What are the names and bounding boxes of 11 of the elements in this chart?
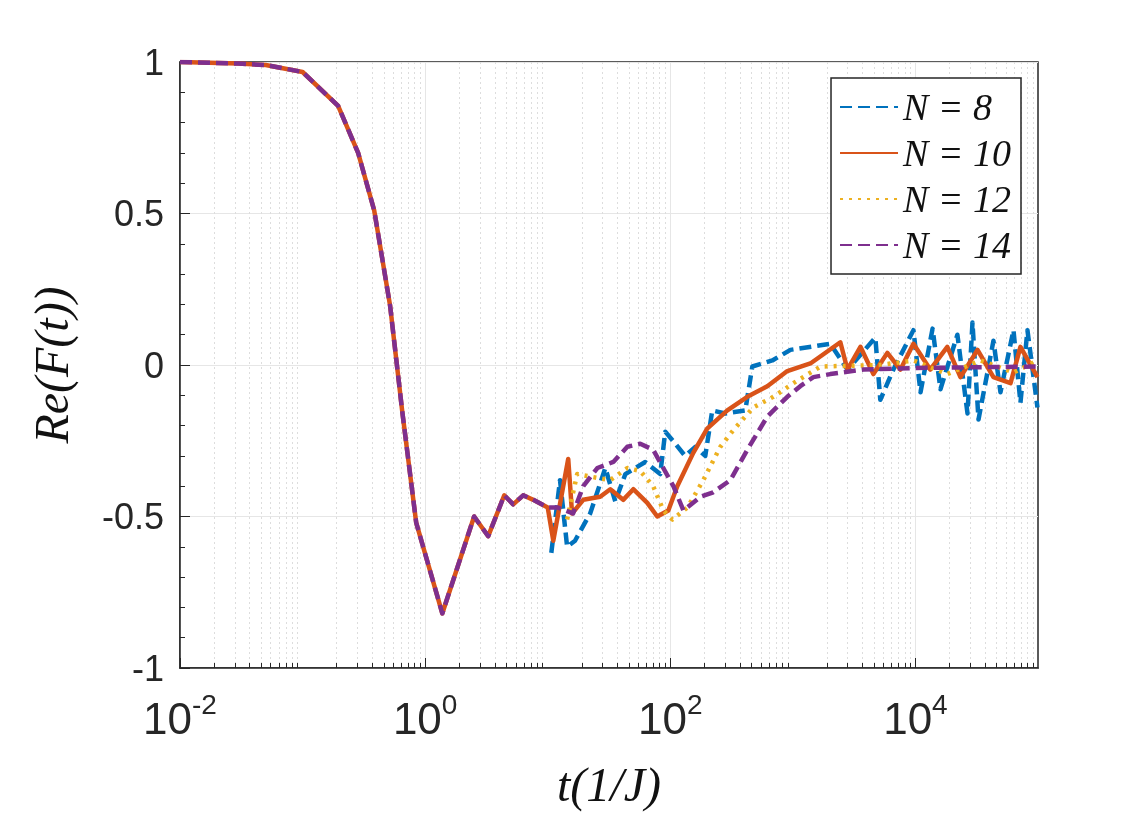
legend-label: N = 8 (902, 86, 993, 128)
legend-label: N = 14 (902, 224, 1012, 266)
y-tick-label: 1 (143, 41, 164, 83)
y-tick-label: -0.5 (101, 496, 164, 537)
x-axis-title: t(1/J) (557, 757, 661, 812)
y-axis-title: Re(F(t)) (24, 286, 79, 445)
legend-label: N = 12 (902, 178, 1012, 220)
legend-label: N = 10 (902, 132, 1012, 174)
y-tick-label: 0.5 (113, 193, 164, 234)
y-tick-label: 0 (143, 344, 164, 386)
y-tick-label: -1 (131, 647, 164, 689)
